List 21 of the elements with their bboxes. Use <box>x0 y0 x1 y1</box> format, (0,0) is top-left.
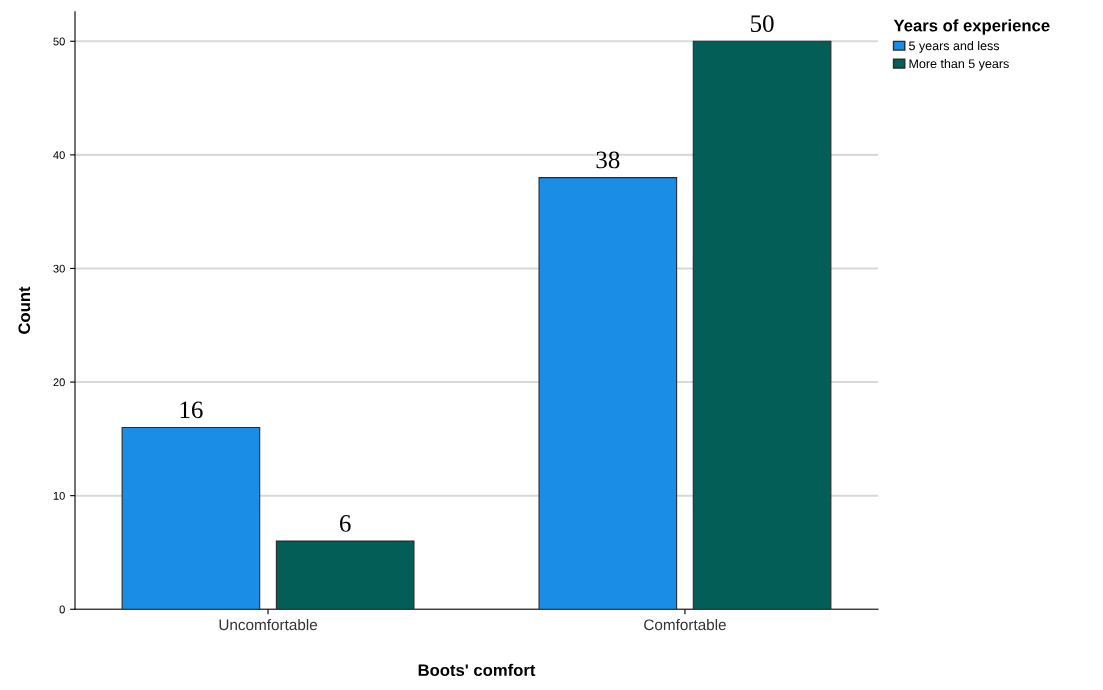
data-label: 50 <box>751 15 774 33</box>
x-tick-label: Uncomfortable <box>219 618 318 631</box>
y-tick-label: 40 <box>53 151 65 159</box>
x-tick-label: Comfortable <box>644 618 726 631</box>
legend-label: 5 years and less <box>909 41 1000 53</box>
y-tick-label: 50 <box>53 37 65 46</box>
y-tick-label: 20 <box>53 378 65 387</box>
data-label: 6 <box>339 515 351 532</box>
y-tick-label: 10 <box>53 491 65 500</box>
y-tick-label: 0 <box>59 605 65 614</box>
data-label: 38 <box>596 151 620 169</box>
bar <box>538 177 678 610</box>
legend-title: Years of experience <box>893 19 1050 35</box>
bar <box>275 540 415 610</box>
x-axis-title: Boots' comfort <box>418 663 536 677</box>
y-tick-label: 30 <box>53 264 65 273</box>
bar <box>692 40 832 610</box>
legend-label: More than 5 years <box>909 58 1009 71</box>
data-label: 16 <box>180 401 203 419</box>
bar <box>121 426 261 610</box>
y-axis-title: Count <box>18 286 31 334</box>
